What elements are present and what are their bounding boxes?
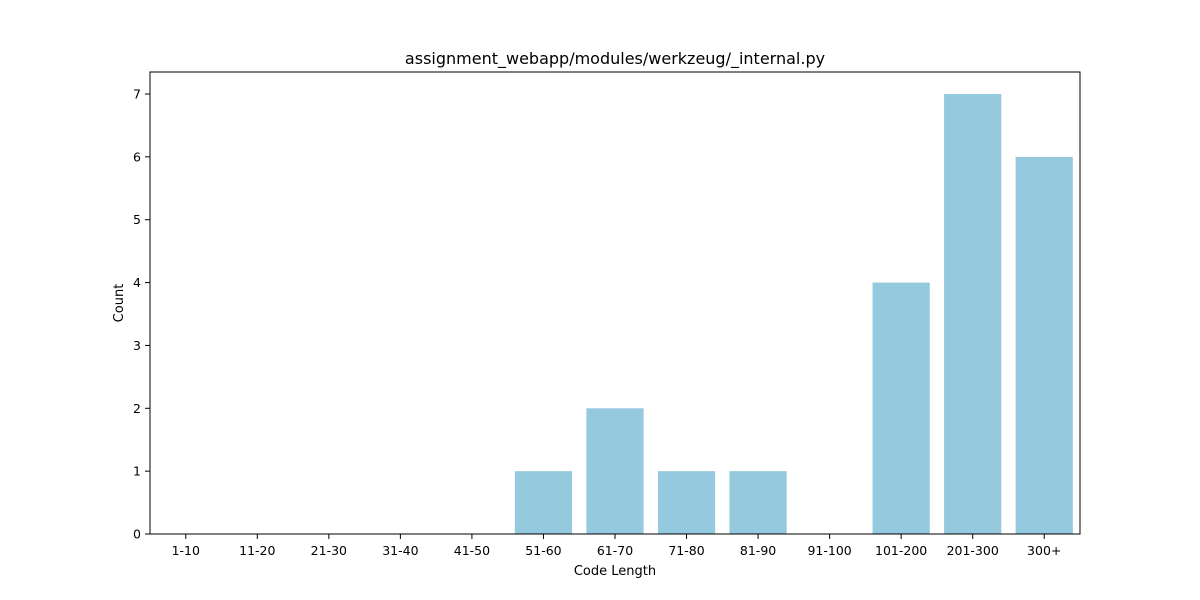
bar-101-200 [872, 282, 930, 534]
plot-frame [149, 71, 1081, 535]
x-tick-label: 201-300 [947, 543, 999, 558]
y-axis-label: Count [112, 284, 127, 323]
x-tick-label: 91-100 [807, 543, 851, 558]
x-tick-label: 71-80 [668, 543, 704, 558]
y-tick-label: 0 [133, 527, 141, 542]
x-axis-label: Code Length [574, 564, 656, 579]
bar-81-90 [729, 471, 787, 534]
x-tick-label: 1-10 [172, 543, 200, 558]
x-tick-label: 11-20 [239, 543, 275, 558]
bar-51-60 [514, 471, 573, 534]
x-axis-ticks: 1-10 11-20 21-30 31-40 41-50 51-60 61-70 71-80 8… [172, 534, 1061, 558]
chart-title: assignment_webapp/modules/werkzeug/_inte… [405, 49, 825, 69]
y-tick-label: 1 [133, 464, 141, 479]
x-tick-label: 51-60 [525, 543, 561, 558]
y-tick-label: 6 [133, 149, 141, 164]
x-tick-label: 300+ [1027, 543, 1061, 558]
y-tick-label: 2 [133, 401, 141, 416]
bar-201-300 [944, 94, 1002, 534]
bars-group [514, 94, 1073, 535]
x-tick-label: 81-90 [740, 543, 776, 558]
x-tick-label: 61-70 [597, 543, 633, 558]
y-tick-label: 7 [133, 87, 141, 102]
bar-71-80 [657, 471, 716, 534]
y-tick-label: 4 [133, 275, 141, 290]
x-tick-label: 41-50 [454, 543, 490, 558]
bar-61-70 [586, 408, 644, 534]
x-tick-label: 101-200 [875, 543, 927, 558]
y-axis-ticks: 0 1 2 3 4 5 6 7 [133, 87, 150, 542]
y-tick-label: 3 [133, 338, 141, 353]
x-tick-label: 21-30 [311, 543, 347, 558]
bar-300+ [1015, 156, 1073, 535]
x-tick-label: 31-40 [382, 543, 418, 558]
y-tick-label: 5 [133, 212, 141, 227]
